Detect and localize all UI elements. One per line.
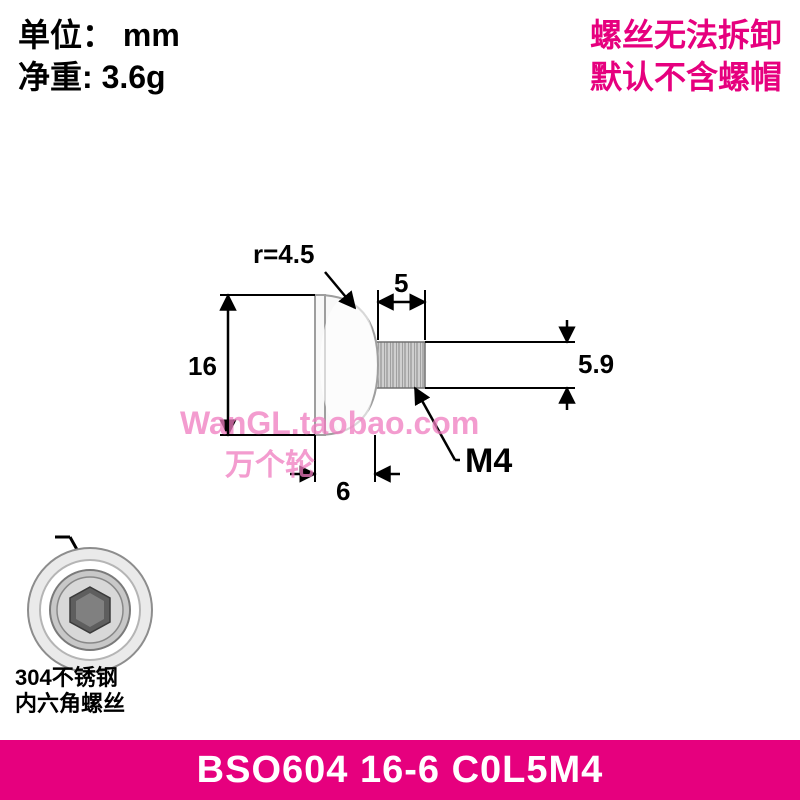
weight-value: 3.6g	[102, 59, 166, 95]
technical-drawing: r=4.5 16 6 5 5.9 M4	[150, 230, 650, 530]
screw-height-dimension: 5.9	[425, 320, 614, 410]
caption-line-1: 304不锈钢	[15, 665, 125, 691]
unit-value: mm	[123, 17, 180, 53]
warning-line-2: 默认不含螺帽	[590, 57, 782, 99]
thread-callout: M4	[415, 388, 512, 480]
svg-text:5: 5	[394, 268, 408, 298]
roller-body	[315, 295, 378, 435]
unit-label: 单位：	[18, 17, 114, 53]
warning-line-1: 螺丝无法拆卸	[590, 15, 782, 57]
part-number: BSO604 16-6 C0L5M4	[197, 749, 604, 792]
width-dimension: 6	[290, 435, 400, 506]
part-number-footer: BSO604 16-6 C0L5M4	[0, 740, 800, 800]
screw-length-dimension: 5	[378, 268, 425, 340]
warning-text: 螺丝无法拆卸 默认不含螺帽	[590, 15, 782, 98]
weight-label: 净重:	[18, 59, 93, 95]
svg-text:r=4.5: r=4.5	[253, 239, 314, 269]
height-dimension: 16	[188, 295, 315, 435]
front-view-caption: 304不锈钢 内六角螺丝	[15, 665, 125, 718]
svg-text:5.9: 5.9	[578, 349, 614, 379]
screw-shaft	[375, 342, 425, 388]
svg-text:6: 6	[336, 476, 350, 506]
caption-line-2: 内六角螺丝	[15, 691, 125, 717]
spec-header-left: 单位： mm 净重: 3.6g	[18, 15, 180, 98]
svg-text:16: 16	[188, 351, 217, 381]
svg-text:M4: M4	[465, 442, 512, 480]
